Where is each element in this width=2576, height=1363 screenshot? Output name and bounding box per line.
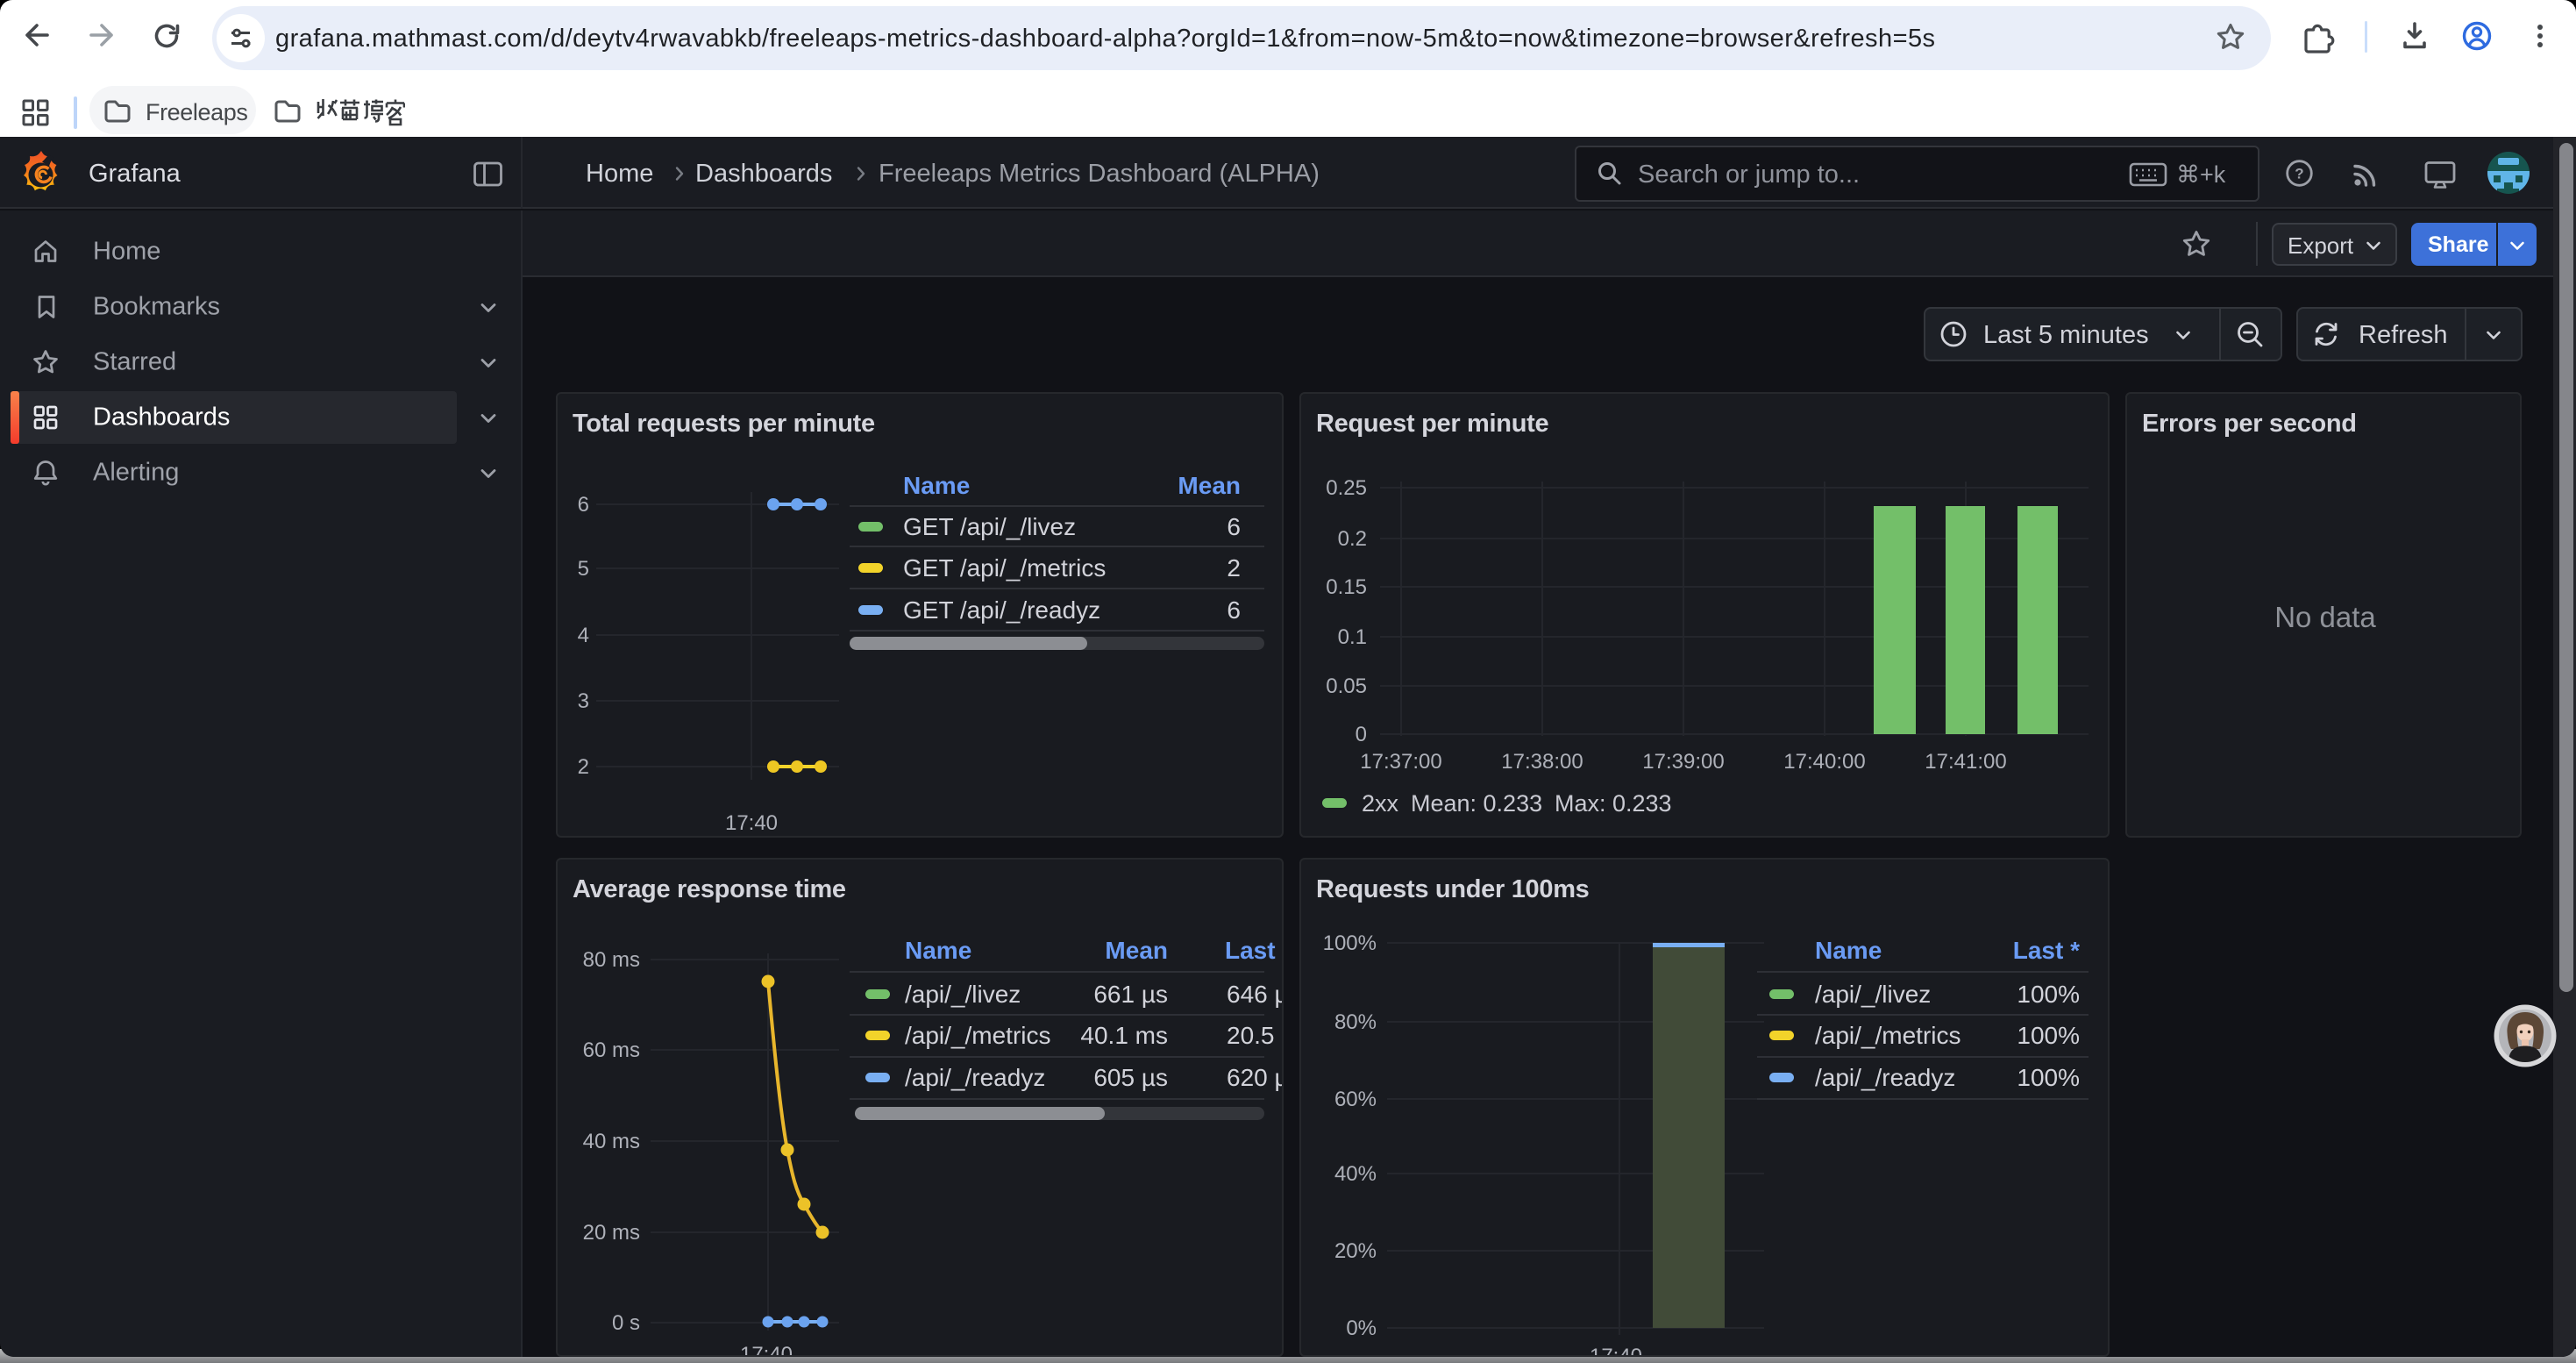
svg-text:2: 2 — [578, 755, 589, 779]
svg-text:Last *: Last * — [2013, 937, 2080, 964]
svg-text:/api/_/livez: /api/_/livez — [905, 981, 1021, 1008]
svg-text:0.15: 0.15 — [1326, 575, 1367, 599]
svg-text:GET /api/_/livez: GET /api/_/livez — [903, 513, 1076, 540]
svg-text:0: 0 — [1356, 723, 1367, 746]
svg-text:/api/_/metrics: /api/_/metrics — [905, 1022, 1051, 1049]
svg-text:Max: 0.233: Max: 0.233 — [1555, 790, 1672, 817]
svg-text:0%: 0% — [1346, 1317, 1377, 1340]
svg-text:17:39:00: 17:39:00 — [1642, 750, 1724, 774]
svg-text:100%: 100% — [2017, 981, 2080, 1008]
svg-text:Mean: Mean — [1105, 937, 1168, 964]
svg-text:0 s: 0 s — [612, 1311, 640, 1335]
svg-text:Mean: Mean — [1178, 472, 1241, 499]
svg-text:20 ms: 20 ms — [583, 1221, 640, 1245]
svg-text:20.5 m: 20.5 m — [1227, 1022, 1282, 1049]
svg-text:620 µ: 620 µ — [1227, 1064, 1282, 1091]
svg-text:3: 3 — [578, 689, 589, 713]
svg-text:/api/_/metrics: /api/_/metrics — [1815, 1022, 1961, 1049]
svg-text:6: 6 — [1227, 513, 1241, 540]
svg-text:0.25: 0.25 — [1326, 476, 1367, 500]
svg-text:6: 6 — [578, 493, 589, 517]
svg-text:17:37:00: 17:37:00 — [1360, 750, 1441, 774]
svg-text:40 ms: 40 ms — [583, 1130, 640, 1153]
svg-text:/api/_/readyz: /api/_/readyz — [905, 1064, 1045, 1091]
svg-text:/api/_/livez: /api/_/livez — [1815, 981, 1931, 1008]
svg-text:GET /api/_/readyz: GET /api/_/readyz — [903, 596, 1100, 624]
svg-text:17:40: 17:40 — [1590, 1345, 1642, 1355]
svg-text:646 µ: 646 µ — [1227, 981, 1282, 1008]
svg-text:60 ms: 60 ms — [583, 1038, 640, 1062]
svg-text:17:40: 17:40 — [740, 1343, 793, 1355]
svg-text:100%: 100% — [2017, 1022, 2080, 1049]
svg-text:Name: Name — [1815, 937, 1882, 964]
svg-text:2xx: 2xx — [1362, 790, 1399, 817]
svg-text:40%: 40% — [1334, 1162, 1377, 1186]
svg-text:17:41:00: 17:41:00 — [1925, 750, 2006, 774]
svg-text:Mean: 0.233: Mean: 0.233 — [1411, 790, 1542, 817]
svg-text:605 µs: 605 µs — [1093, 1064, 1168, 1091]
svg-text:GET /api/_/metrics: GET /api/_/metrics — [903, 554, 1106, 582]
svg-text:Name: Name — [905, 937, 971, 964]
svg-text:5: 5 — [578, 557, 589, 581]
svg-text:80%: 80% — [1334, 1010, 1377, 1034]
svg-text:0.2: 0.2 — [1338, 527, 1367, 551]
svg-text:100%: 100% — [2017, 1064, 2080, 1091]
svg-text:20%: 20% — [1334, 1239, 1377, 1263]
svg-text:Last *: Last * — [1225, 937, 1282, 964]
svg-text:2: 2 — [1227, 554, 1241, 582]
svg-text:17:40: 17:40 — [725, 811, 778, 835]
svg-text:6: 6 — [1227, 596, 1241, 624]
svg-text:Name: Name — [903, 472, 970, 499]
svg-text:0.05: 0.05 — [1326, 674, 1367, 698]
svg-text:80 ms: 80 ms — [583, 948, 640, 972]
svg-text:17:40:00: 17:40:00 — [1783, 750, 1865, 774]
svg-text:100%: 100% — [1323, 931, 1377, 955]
svg-text:17:38:00: 17:38:00 — [1501, 750, 1583, 774]
svg-text:60%: 60% — [1334, 1088, 1377, 1111]
svg-text:?: ? — [2295, 166, 2303, 182]
svg-text:0.1: 0.1 — [1338, 625, 1367, 649]
svg-text:661 µs: 661 µs — [1093, 981, 1168, 1008]
svg-text:/api/_/readyz: /api/_/readyz — [1815, 1064, 1955, 1091]
svg-text:4: 4 — [578, 624, 589, 647]
svg-text:40.1 ms: 40.1 ms — [1080, 1022, 1168, 1049]
